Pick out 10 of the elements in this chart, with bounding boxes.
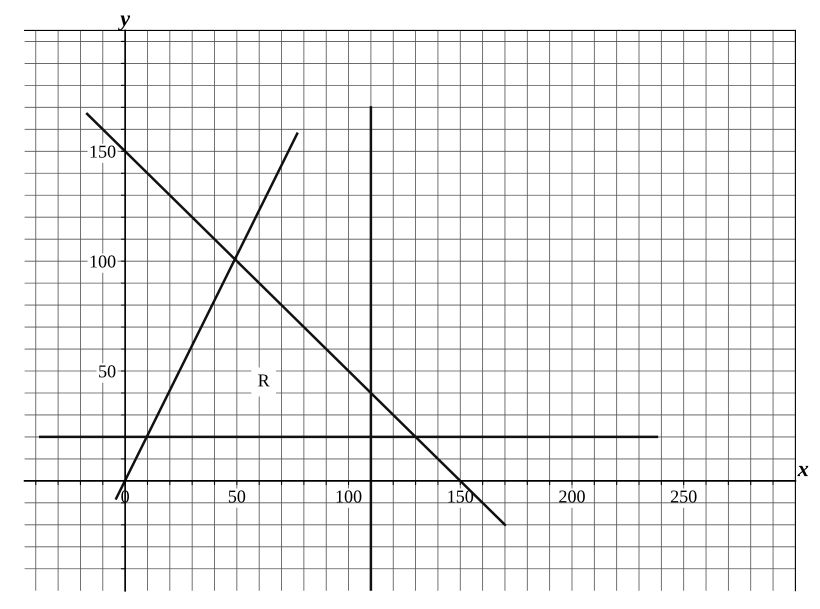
y-tick-label: 150 xyxy=(90,146,116,158)
x-tick-label: 50 xyxy=(228,490,246,503)
y-tick-label: 50 xyxy=(99,365,116,378)
y-tick-label: 100 xyxy=(90,255,116,268)
y-axis-title: y xyxy=(118,15,130,30)
annotation: R xyxy=(258,374,270,386)
x-tick-label: 100 xyxy=(336,490,362,503)
x-tick-label: 200 xyxy=(559,490,585,503)
x-tick-label: 250 xyxy=(670,490,697,503)
x-axis-title: x xyxy=(797,466,808,476)
